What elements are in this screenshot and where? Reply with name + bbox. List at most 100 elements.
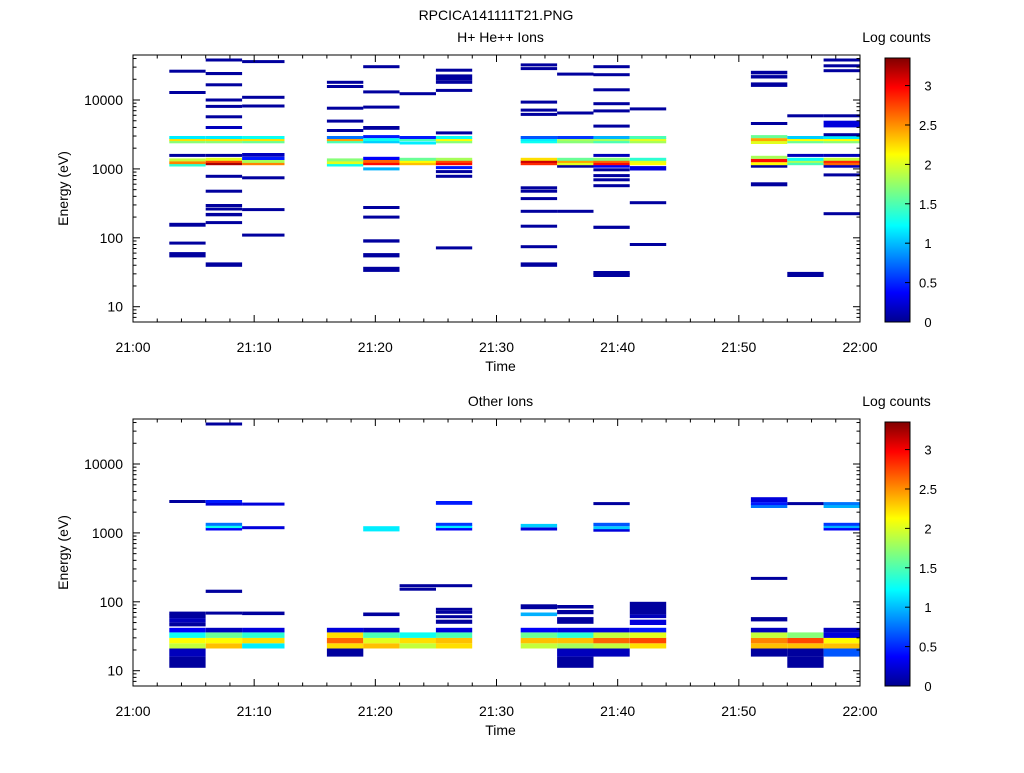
heatmap-cell <box>593 168 630 172</box>
colorbar-tick-label: 2 <box>924 521 931 536</box>
heatmap-cell <box>520 637 558 644</box>
heatmap-cell <box>326 129 364 132</box>
heatmap-cell <box>520 67 558 71</box>
heatmap-cell <box>823 502 860 506</box>
colorbar-tick-label: 1 <box>924 600 931 615</box>
heatmap-cell <box>629 614 667 619</box>
heatmap-cell <box>363 135 400 139</box>
heatmap-cell <box>593 109 630 113</box>
y-tick-label: 10000 <box>84 456 123 472</box>
x-tick-label: 22:00 <box>842 339 877 355</box>
figure-title: RPCICA141111T21.PNG <box>419 7 574 23</box>
heatmap-cell <box>169 153 206 157</box>
y-tick-label: 100 <box>100 230 124 246</box>
y-tick-label: 1000 <box>92 161 123 177</box>
heatmap-cell <box>823 648 860 657</box>
heatmap-cell <box>169 656 206 668</box>
plot-frame <box>132 54 861 323</box>
heatmap-cell <box>593 637 630 644</box>
heatmap-cell <box>205 157 243 161</box>
heatmap-cell <box>593 627 630 633</box>
x-tick-label: 21:10 <box>237 703 272 719</box>
x-tick-label: 21:30 <box>479 703 514 719</box>
heatmap-cell <box>823 525 860 529</box>
heatmap-cell <box>593 528 630 532</box>
x-tick-label: 21:00 <box>115 339 150 355</box>
heatmap-cell <box>823 136 860 139</box>
heatmap-cell <box>557 209 594 213</box>
heatmap-cell <box>629 138 667 142</box>
heatmap-cell <box>205 138 243 142</box>
heatmap-cell <box>629 632 667 638</box>
heatmap-cell <box>242 159 285 163</box>
heatmap-cell <box>593 164 630 168</box>
heatmap-cell <box>326 85 364 88</box>
heatmap-cell <box>363 206 400 209</box>
heatmap-cell <box>435 525 473 529</box>
heatmap-cell <box>787 643 824 649</box>
heatmap-cell <box>435 501 473 505</box>
heatmap-cell <box>326 163 364 167</box>
heatmap-cell <box>363 140 400 144</box>
heatmap-cell <box>750 576 788 580</box>
heatmap-cell <box>169 618 206 623</box>
colorbar <box>884 421 911 687</box>
heatmap-cell <box>629 643 667 649</box>
heatmap-cell <box>326 161 364 165</box>
x-tick-label: 21:20 <box>358 339 393 355</box>
heatmap-cell <box>399 584 436 588</box>
heatmap-cell <box>593 174 630 178</box>
heatmap-cell <box>823 627 860 633</box>
y-tick-label: 10 <box>107 299 123 315</box>
heatmap-cell <box>169 622 206 627</box>
y-tick-label: 10 <box>107 663 123 679</box>
heatmap-cell <box>593 136 630 139</box>
heatmap-cell <box>593 526 630 530</box>
heatmap-cell <box>363 215 400 219</box>
heatmap-cell <box>205 262 243 267</box>
heatmap-cell <box>787 648 824 657</box>
heatmap-cell <box>205 104 243 108</box>
heatmap-cell <box>787 162 824 166</box>
heatmap-cell <box>629 619 667 625</box>
heatmap-cell <box>750 627 788 633</box>
heatmap-cell <box>326 158 364 162</box>
heatmap-cell <box>205 72 243 76</box>
heatmap-cell <box>169 241 206 245</box>
heatmap-cell <box>629 608 667 615</box>
heatmap-cell <box>363 105 400 109</box>
heatmap-cell <box>520 63 558 67</box>
heatmap-cell <box>205 627 243 633</box>
heatmap-cell <box>593 65 630 69</box>
heatmap-cell <box>205 632 243 638</box>
heatmap-cell <box>520 262 558 267</box>
heatmap-cell <box>520 186 558 190</box>
heatmap-cell <box>435 637 473 644</box>
heatmap-cell <box>593 271 630 275</box>
heatmap-cell <box>593 225 630 229</box>
heatmap-cell <box>326 80 364 84</box>
x-axis-label: Time <box>485 358 516 374</box>
heatmap-cell <box>435 157 473 161</box>
heatmap-cell <box>593 502 630 506</box>
heatmap-cell <box>557 617 594 624</box>
heatmap-cell <box>169 91 206 94</box>
x-tick-label: 21:10 <box>237 339 272 355</box>
heatmap-cell <box>363 138 400 142</box>
colorbar-tick-label: 2.5 <box>919 118 937 133</box>
heatmap-cell <box>242 637 285 644</box>
heatmap-cell <box>750 648 788 657</box>
heatmap-cell <box>520 138 558 142</box>
y-axis-label: Energy (eV) <box>55 151 71 226</box>
heatmap-cell <box>205 204 243 207</box>
heatmap-cell <box>750 504 788 508</box>
heatmap-cell <box>363 526 400 532</box>
heatmap-cell <box>363 65 400 69</box>
heatmap-cell <box>823 522 860 526</box>
heatmap-cell <box>205 525 243 529</box>
heatmap-cell <box>399 643 436 649</box>
heatmap-cell <box>750 164 788 168</box>
heatmap-cell <box>823 138 860 142</box>
heatmap-cell <box>169 69 206 73</box>
heatmap-cell <box>435 166 473 170</box>
